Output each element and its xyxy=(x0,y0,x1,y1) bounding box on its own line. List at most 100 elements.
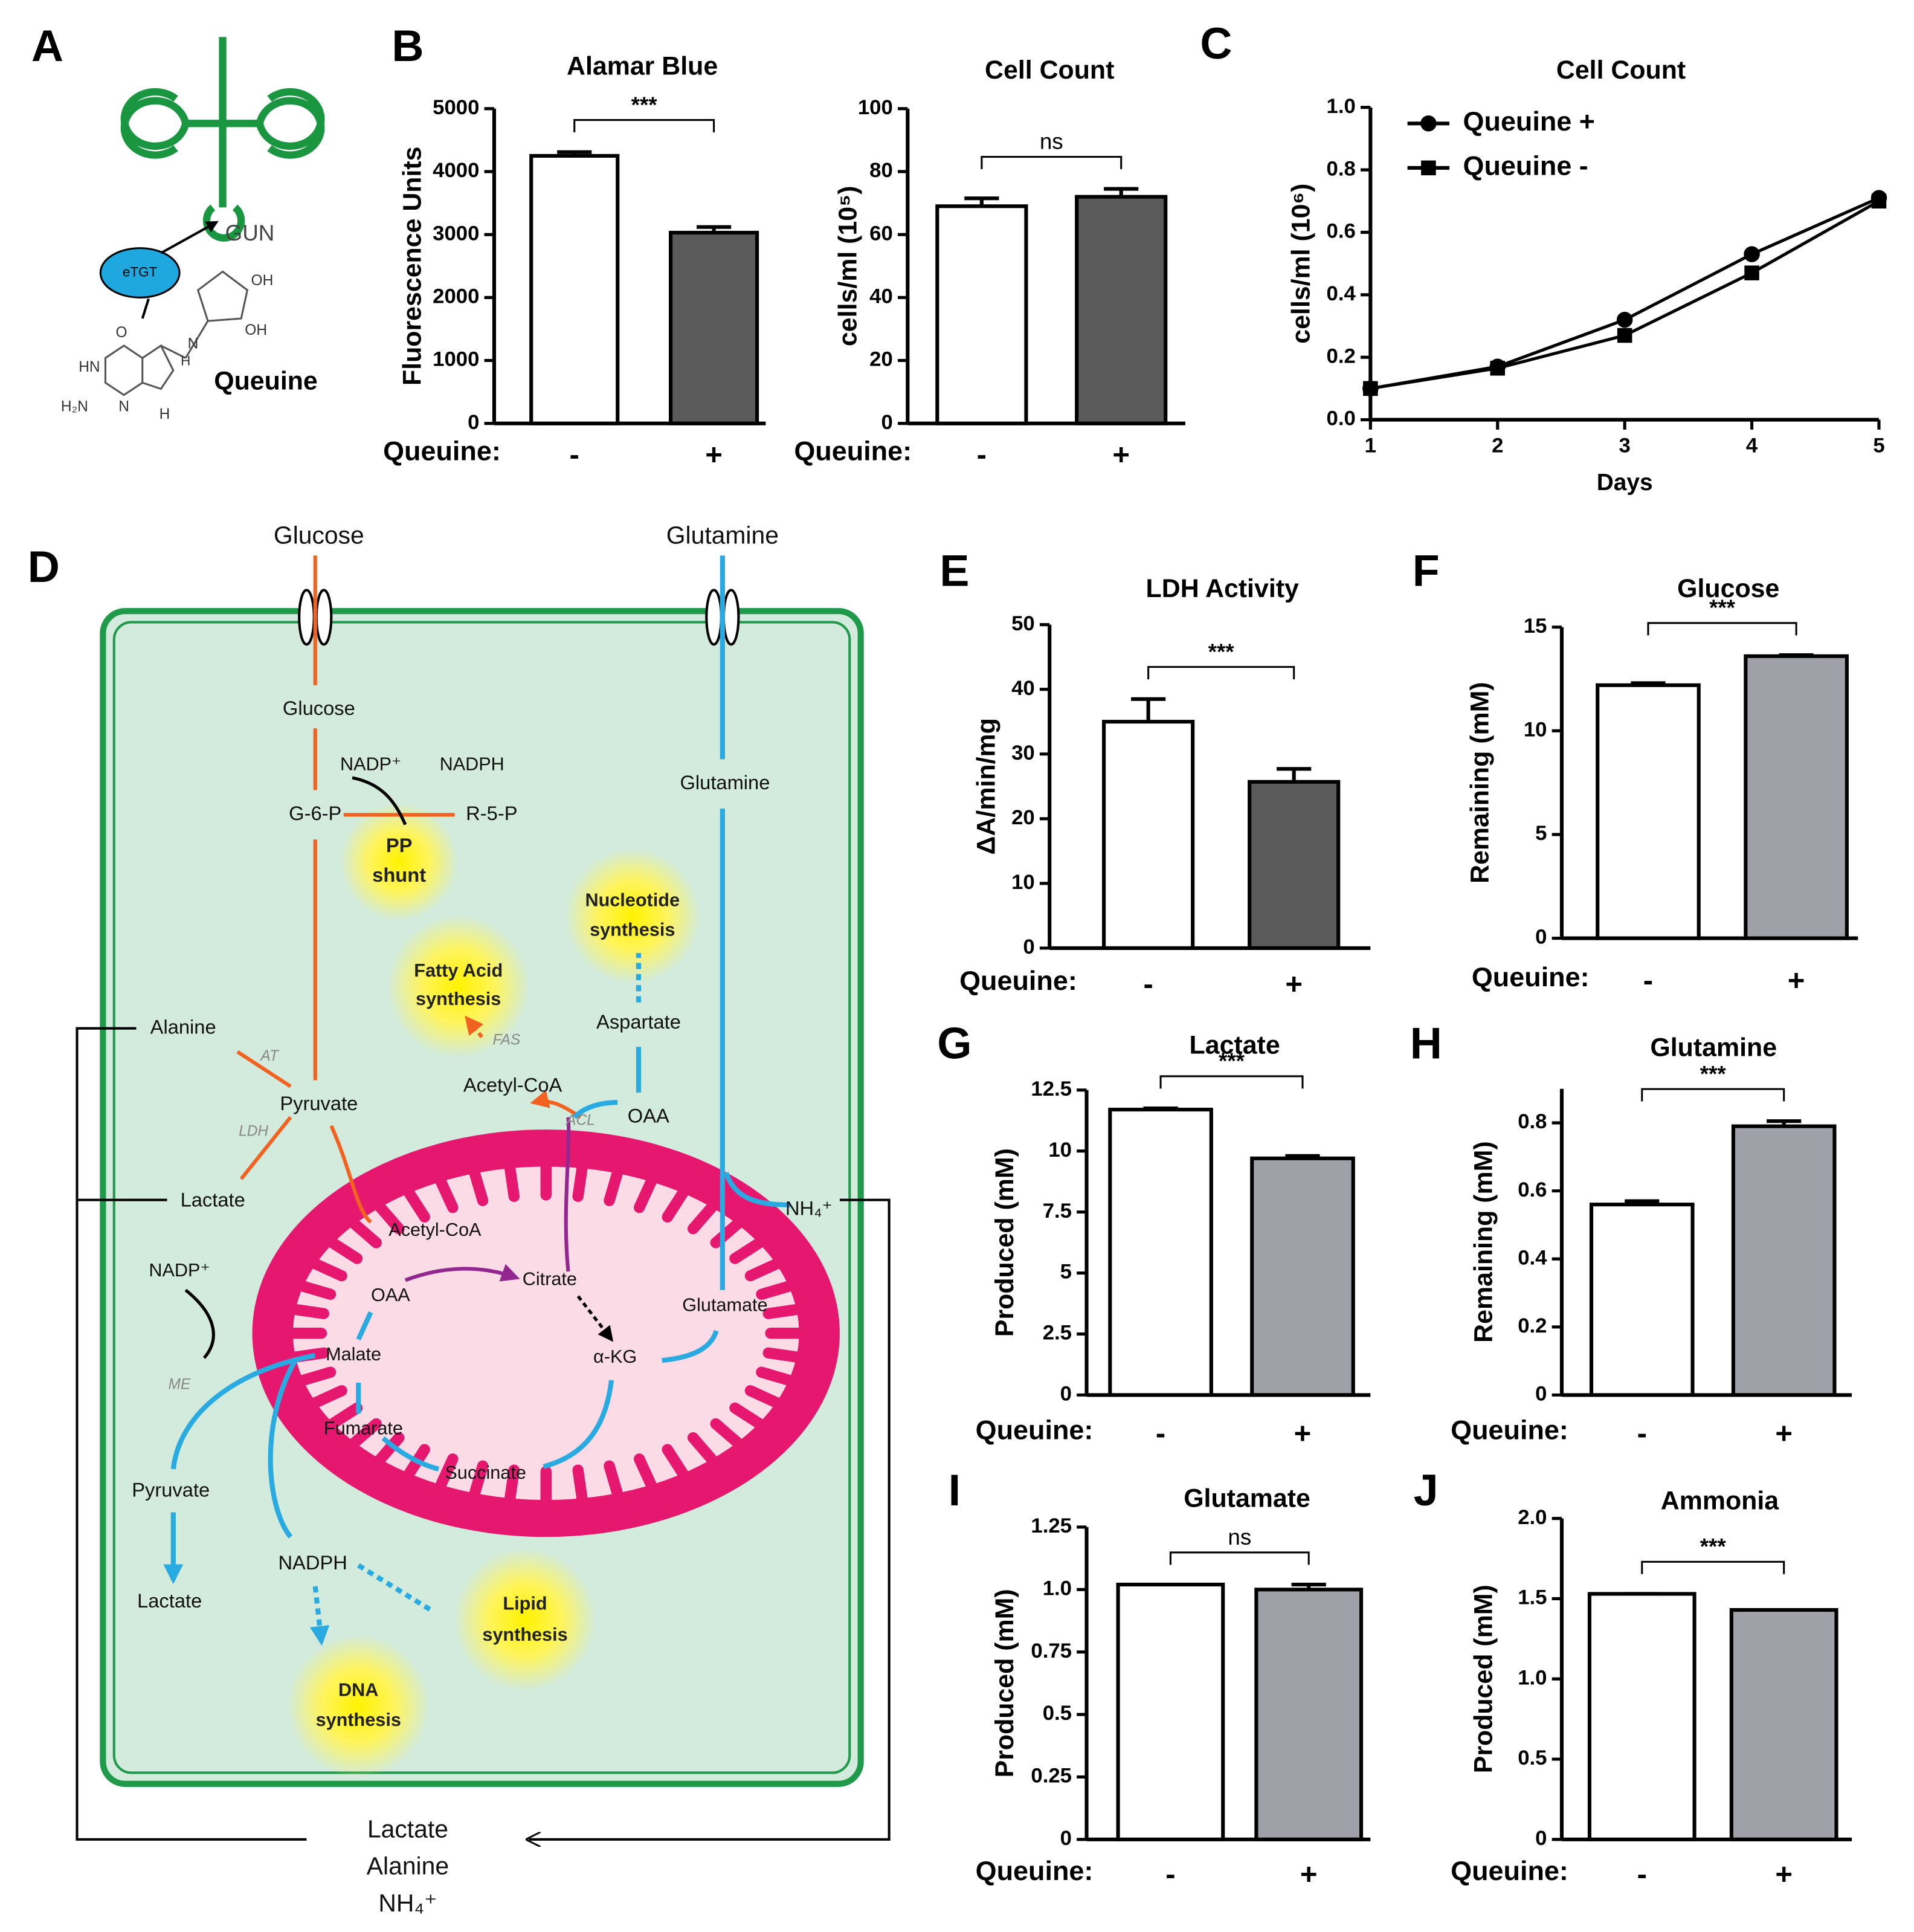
y-tick-label: 0 xyxy=(468,411,479,434)
y-axis-label: Produced (mM) xyxy=(990,1148,1019,1337)
pathway-label: synthesis xyxy=(590,919,675,940)
crista xyxy=(366,1432,405,1475)
x-tick-label: + xyxy=(1112,439,1130,471)
y-tick-label: 10 xyxy=(1011,871,1035,894)
pathway-label: Fatty Acid xyxy=(414,960,503,981)
panel-letter: J xyxy=(1414,1465,1439,1515)
y-tick-label: 5 xyxy=(1535,822,1547,845)
marker xyxy=(1363,381,1378,396)
crista xyxy=(397,1177,430,1223)
y-tick-label: 0 xyxy=(1535,1383,1547,1406)
y-tick-label: 40 xyxy=(1011,677,1035,700)
x-axis-label: Days xyxy=(1597,470,1653,496)
bar xyxy=(935,204,1028,425)
marker xyxy=(1744,246,1760,262)
y-tick-label: 0.6 xyxy=(1518,1178,1547,1201)
y-tick-label: 0 xyxy=(1060,1383,1072,1406)
x-axis-label: Queuine: xyxy=(1451,1855,1568,1886)
significance-label: *** xyxy=(1700,1061,1727,1086)
pathway-label: Acetyl-CoA xyxy=(388,1220,482,1240)
pathway-label: Nucleotide xyxy=(585,890,680,910)
pathway-label: Lactate xyxy=(367,1815,448,1843)
pathway-label: shunt xyxy=(372,864,426,886)
pathway-label: Alanine xyxy=(367,1852,449,1880)
series-line xyxy=(1370,199,1880,390)
y-tick-label: 2.0 xyxy=(1518,1506,1547,1529)
y-tick-label: 7.5 xyxy=(1043,1200,1072,1223)
crista xyxy=(299,1253,347,1282)
pathway-label: Pyruvate xyxy=(280,1092,358,1114)
y-tick-label: 0.0 xyxy=(1327,407,1356,430)
panel-a-label: GUN xyxy=(225,221,275,245)
y-axis-label: cells/ml (10⁶) xyxy=(1286,184,1315,344)
crista xyxy=(340,1210,382,1249)
cell-diagram xyxy=(76,555,891,1840)
crista xyxy=(762,1302,814,1319)
x-axis-label: Queuine: xyxy=(959,965,1077,996)
pathway-label: NADP⁺ xyxy=(340,754,401,775)
bar xyxy=(1250,1156,1355,1397)
x-tick-label: - xyxy=(1143,968,1153,1001)
x-tick-label: - xyxy=(1637,1418,1647,1450)
bar xyxy=(529,153,620,425)
crista xyxy=(503,1464,520,1516)
pathway-label: PP xyxy=(386,834,413,856)
crista xyxy=(366,1192,405,1235)
y-tick-label: 5 xyxy=(1060,1261,1072,1284)
pathway-label: Alanine xyxy=(150,1015,216,1038)
pathway-label: Glucose xyxy=(283,697,355,719)
crista xyxy=(286,1366,337,1389)
significance-label: *** xyxy=(1219,1048,1245,1073)
y-tick-label: 0.2 xyxy=(1518,1314,1547,1337)
y-tick-label: 0.5 xyxy=(1043,1702,1072,1725)
y-tick-label: 1.0 xyxy=(1518,1666,1547,1689)
x-tick-label: + xyxy=(1775,1858,1793,1891)
bar xyxy=(1729,1607,1838,1841)
y-tick-label: 0 xyxy=(1535,926,1547,949)
x-tick-label: 4 xyxy=(1746,435,1758,457)
crista xyxy=(756,1277,807,1300)
legend-label: Queuine + xyxy=(1463,106,1596,137)
pathway-label: synthesis xyxy=(482,1624,567,1645)
y-tick-label: 30 xyxy=(1011,741,1035,764)
crista xyxy=(503,1150,520,1202)
chart-title: Glutamate xyxy=(1184,1484,1310,1513)
significance-label: ns xyxy=(1228,1525,1251,1549)
y-tick-label: 10 xyxy=(1524,719,1547,741)
crista xyxy=(662,1444,695,1490)
crista xyxy=(299,1385,347,1413)
pathway-label: Pyruvate xyxy=(132,1478,210,1501)
panel-a-label: H₂N xyxy=(61,399,88,415)
y-tick-label: 12.5 xyxy=(1031,1077,1072,1100)
pathway-label: Aspartate xyxy=(596,1010,681,1033)
marker xyxy=(1616,311,1633,328)
chart-title: Glucose xyxy=(1677,574,1779,603)
panel-letter: D xyxy=(28,541,60,592)
x-tick-label: - xyxy=(1637,1858,1647,1891)
crista xyxy=(633,1165,662,1213)
chart-title: LDH Activity xyxy=(1146,574,1299,603)
y-tick-label: 0.25 xyxy=(1031,1765,1072,1788)
pathway-label: G-6-P xyxy=(289,802,341,824)
panel-a-label: Queuine xyxy=(214,367,318,396)
crista xyxy=(744,1385,793,1413)
y-axis-label: cells/ml (10⁵) xyxy=(834,186,863,346)
y-tick-label: 0 xyxy=(1535,1827,1547,1850)
y-tick-label: 2.5 xyxy=(1043,1322,1072,1345)
bar xyxy=(1589,1203,1695,1397)
crista xyxy=(286,1277,337,1300)
crista xyxy=(317,1402,363,1436)
x-tick-label: 3 xyxy=(1619,435,1631,457)
pathway-label: LDH xyxy=(239,1123,268,1140)
legend-marker xyxy=(1420,115,1437,132)
pathway-label: ACL xyxy=(565,1112,595,1128)
panel-a-label: OH xyxy=(251,273,274,289)
x-axis-label: Queuine: xyxy=(794,436,912,467)
significance-bracket xyxy=(1647,622,1797,636)
crista xyxy=(572,1464,590,1516)
y-tick-label: 1.25 xyxy=(1031,1514,1072,1537)
y-tick-label: 0.4 xyxy=(1518,1246,1547,1269)
pathway-label: R-5-P xyxy=(466,802,517,824)
crista xyxy=(277,1302,329,1319)
bar xyxy=(1254,1588,1364,1841)
